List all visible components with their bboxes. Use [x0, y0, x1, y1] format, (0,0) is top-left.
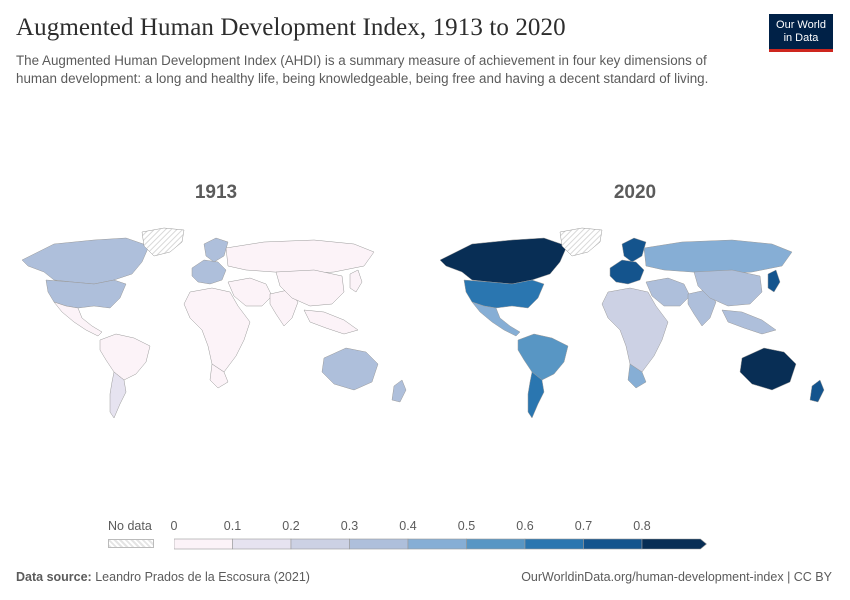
map-region-russia[interactable] [225, 239, 375, 275]
map-region-scandinavia[interactable] [621, 237, 647, 263]
url-license[interactable]: OurWorldinData.org/human-development-ind… [521, 570, 832, 584]
map-region-russia[interactable] [643, 239, 793, 275]
map-region-southern-cone[interactable] [527, 371, 545, 419]
legend-bin-3[interactable] [349, 538, 409, 550]
legend-bin-1[interactable] [232, 538, 292, 550]
map-region-western-europe[interactable] [609, 259, 645, 285]
logo-line-1: Our World [776, 19, 826, 31]
color-legend: No data 0 0.1 0.2 0.3 0.4 0.5 0.6 0.7 0.8 [100, 515, 710, 555]
map-region-australia[interactable] [739, 347, 797, 391]
map-region-japan[interactable] [349, 269, 363, 293]
map-region-north-america[interactable] [21, 237, 150, 285]
world-map-1913[interactable] [14, 222, 414, 432]
map-region-australia[interactable] [321, 347, 379, 391]
map-region-africa[interactable] [601, 287, 669, 373]
map-region-new-zealand[interactable] [809, 379, 825, 403]
map-region-china[interactable] [275, 269, 345, 307]
legend-tick-label: 0.3 [340, 519, 359, 533]
legend-bin-7[interactable] [583, 538, 643, 550]
map-year-1913: 1913 [194, 182, 238, 203]
map-region-middle-east[interactable] [645, 277, 691, 307]
map-region-china[interactable] [693, 269, 763, 307]
map-year-2020: 2020 [613, 182, 657, 203]
legend-bin-6[interactable] [524, 538, 584, 550]
data-source: Data source: Leandro Prados de la Escosu… [16, 570, 310, 584]
world-map-2020[interactable] [432, 222, 832, 432]
legend-bin-8[interactable] [641, 538, 707, 550]
map-region-scandinavia[interactable] [203, 237, 229, 263]
map-region-north-america[interactable] [439, 237, 568, 285]
map-region-southern-cone[interactable] [109, 371, 127, 419]
map-region-africa[interactable] [183, 287, 251, 373]
map-region-south-america[interactable] [517, 333, 569, 381]
legend-bin-5[interactable] [466, 538, 526, 550]
map-region-mexico-central-america[interactable] [53, 301, 103, 337]
legend-bin-2[interactable] [290, 538, 350, 550]
chart-subtitle: The Augmented Human Development Index (A… [16, 53, 709, 86]
map-region-south-africa[interactable] [627, 363, 647, 389]
legend-bin-0[interactable] [174, 538, 233, 550]
logo-line-2: in Data [783, 32, 819, 44]
map-region-greenland[interactable] [141, 227, 185, 257]
map-region-western-europe[interactable] [191, 259, 227, 285]
legend-tick-label: 0 [170, 519, 178, 533]
legend-color-bar [174, 538, 707, 550]
legend-tick-label: 0.4 [399, 519, 417, 533]
data-source-label: Data source: [16, 570, 92, 584]
legend-no-data-swatch [108, 539, 154, 548]
map-region-middle-east[interactable] [227, 277, 273, 307]
legend-bin-4[interactable] [407, 538, 467, 550]
legend-tick-label: 0.5 [457, 519, 476, 533]
map-region-southeast-asia[interactable] [303, 309, 359, 335]
legend-tick-label: 0.7 [574, 519, 593, 533]
map-region-mexico-central-america[interactable] [471, 301, 521, 337]
legend-tick-label: 0.6 [516, 519, 534, 533]
chart-title: Augmented Human Development Index, 1913 … [16, 14, 566, 41]
owid-logo[interactable]: Our World in Data [769, 14, 833, 52]
legend-tick-label: 0.8 [633, 519, 651, 533]
map-region-southeast-asia[interactable] [721, 309, 777, 335]
map-region-south-america[interactable] [99, 333, 151, 381]
map-region-south-africa[interactable] [209, 363, 229, 389]
map-region-greenland[interactable] [559, 227, 603, 257]
legend-tick-label: 0.1 [223, 519, 242, 533]
legend-tick-label: 0.2 [282, 519, 300, 533]
legend-no-data-label: No data [108, 519, 152, 533]
map-region-japan[interactable] [767, 269, 781, 293]
data-source-value[interactable]: Leandro Prados de la Escosura (2021) [95, 570, 310, 584]
map-region-new-zealand[interactable] [391, 379, 407, 403]
